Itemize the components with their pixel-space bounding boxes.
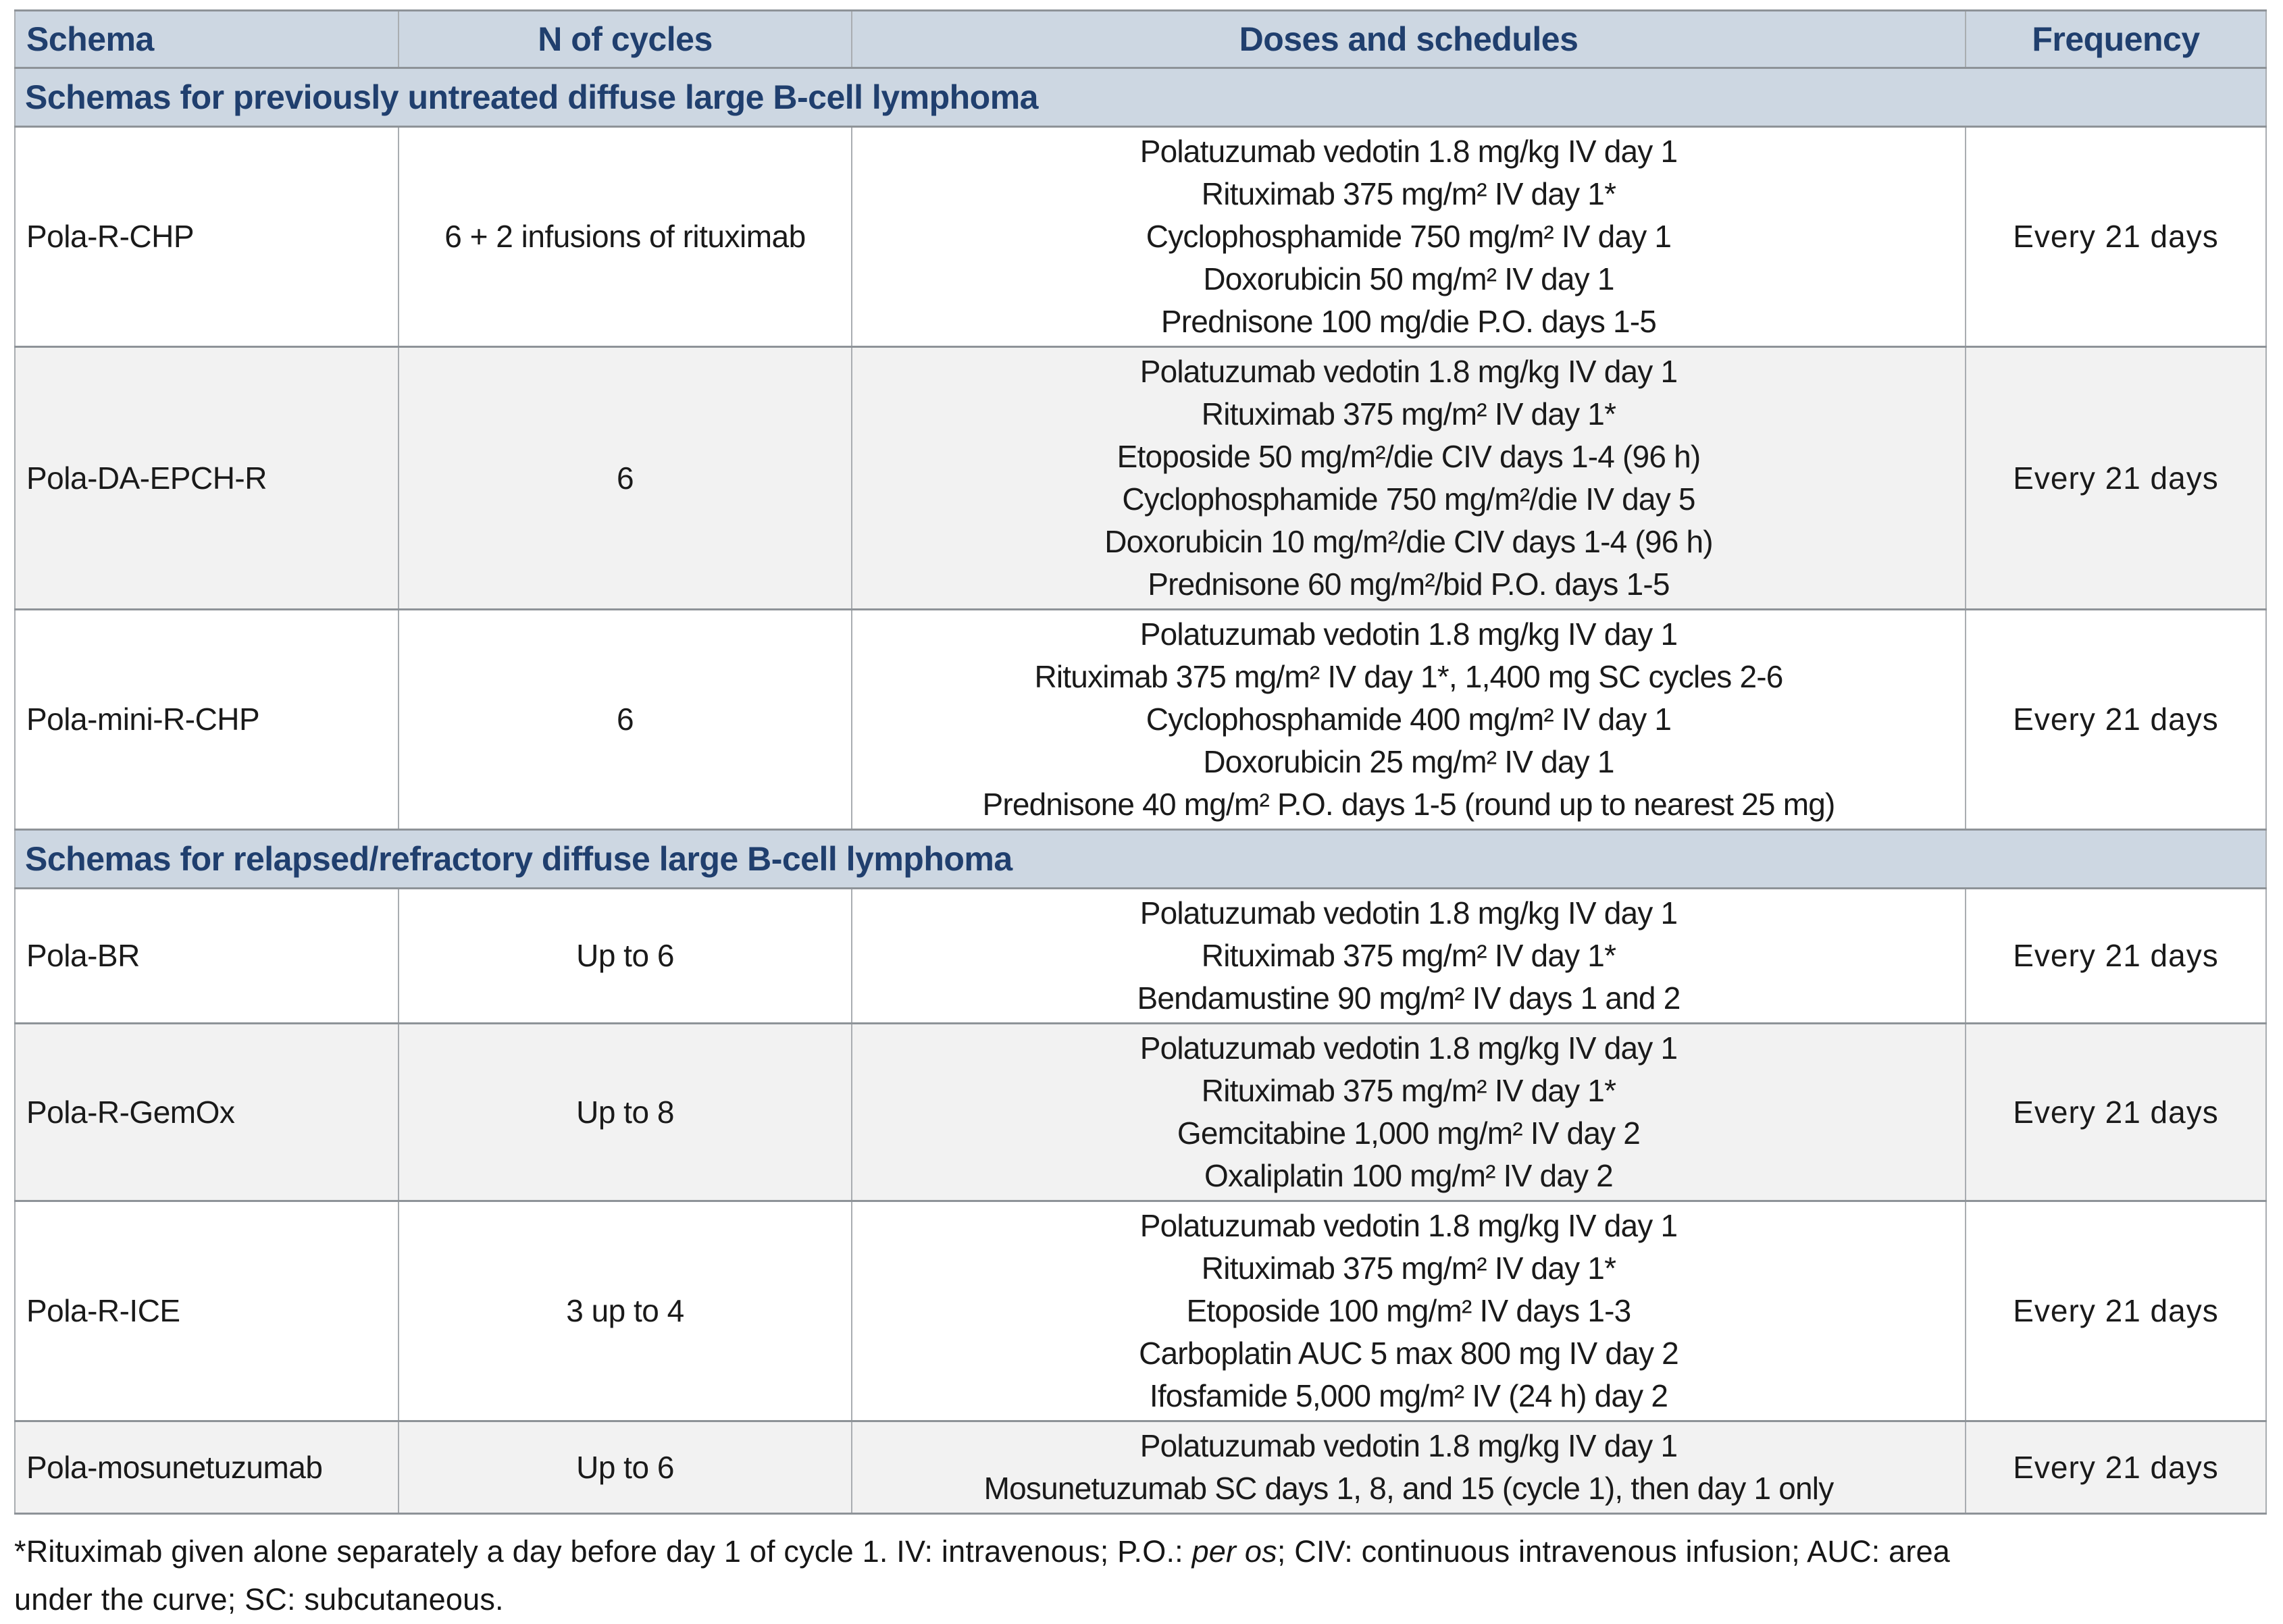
table-row: Pola-DA-EPCH-R 6 Polatuzumab vedotin 1.8 m… bbox=[14, 346, 2267, 610]
frequency-cell: Every 21 days bbox=[1965, 1200, 2267, 1422]
dose-line: Rituximab 375 mg/m² IV day 1* bbox=[1201, 1251, 1616, 1286]
dose-line: Bendamustine 90 mg/m² IV days 1 and 2 bbox=[1137, 980, 1681, 1016]
dose-line: Ifosfamide 5,000 mg/m² IV (24 h) day 2 bbox=[1149, 1378, 1668, 1413]
dose-line: Prednisone 100 mg/die P.O. days 1-5 bbox=[1160, 304, 1657, 339]
schema-cell: Pola-R-CHP bbox=[14, 126, 399, 348]
table-row: Pola-BR Up to 6 Polatuzumab vedotin 1.8 mg… bbox=[14, 887, 2267, 1024]
dose-line: Etoposide 50 mg/m²/die CIV days 1-4 (96 … bbox=[1117, 439, 1701, 474]
cycles-cell: Up to 6 bbox=[398, 1420, 852, 1515]
footnote-line-1: *Rituximab given alone separately a day … bbox=[14, 1527, 2274, 1575]
dose-line: Doxorubicin 50 mg/m² IV day 1 bbox=[1203, 261, 1614, 296]
cycles-cell: 6 bbox=[398, 608, 852, 831]
header-row: Schema N of cycles Doses and schedules F… bbox=[14, 9, 2267, 69]
col-header-cycles: N of cycles bbox=[398, 9, 852, 69]
dose-line: Cyclophosphamide 400 mg/m² IV day 1 bbox=[1146, 702, 1672, 737]
table-row: Pola-R-ICE 3 up to 4 Polatuzumab vedotin 1… bbox=[14, 1200, 2267, 1422]
schema-cell: Pola-mosunetuzumab bbox=[14, 1420, 399, 1515]
frequency-cell: Every 21 days bbox=[1965, 887, 2267, 1024]
section-row: Schemas for relapsed/refractory diffuse … bbox=[14, 829, 2267, 889]
doses-cell: Polatuzumab vedotin 1.8 mg/kg IV day 1 Mo… bbox=[851, 1420, 1966, 1515]
frequency-cell: Every 21 days bbox=[1965, 126, 2267, 348]
dose-line: Polatuzumab vedotin 1.8 mg/kg IV day 1 bbox=[1139, 1428, 1678, 1463]
col-header-doses: Doses and schedules bbox=[851, 9, 1966, 69]
dose-line: Polatuzumab vedotin 1.8 mg/kg IV day 1 bbox=[1139, 134, 1678, 169]
doses-cell: Polatuzumab vedotin 1.8 mg/kg IV day 1 Ri… bbox=[851, 126, 1966, 348]
schema-cell: Pola-R-GemOx bbox=[14, 1022, 399, 1202]
schema-cell: Pola-mini-R-CHP bbox=[14, 608, 399, 831]
section-row: Schemas for previously untreated diffuse… bbox=[14, 67, 2267, 128]
col-header-schema: Schema bbox=[14, 9, 399, 69]
frequency-cell: Every 21 days bbox=[1965, 1420, 2267, 1515]
dose-line: Oxaliplatin 100 mg/m² IV day 2 bbox=[1204, 1158, 1614, 1193]
dose-line: Rituximab 375 mg/m² IV day 1* bbox=[1201, 938, 1616, 973]
cycles-cell: Up to 6 bbox=[398, 887, 852, 1024]
dose-line: Polatuzumab vedotin 1.8 mg/kg IV day 1 bbox=[1139, 617, 1678, 652]
dose-line: Mosunetuzumab SC days 1, 8, and 15 (cycl… bbox=[983, 1471, 1835, 1506]
dose-line: Polatuzumab vedotin 1.8 mg/kg IV day 1 bbox=[1139, 895, 1678, 931]
frequency-cell: Every 21 days bbox=[1965, 608, 2267, 831]
schema-cell: Pola-R-ICE bbox=[14, 1200, 399, 1422]
table-row: Pola-mini-R-CHP 6 Polatuzumab vedotin 1.8 … bbox=[14, 608, 2267, 831]
footnote-text: ; CIV: continuous intravenous infusion; … bbox=[1277, 1534, 1951, 1569]
dose-line: Cyclophosphamide 750 mg/m²/die IV day 5 bbox=[1122, 481, 1695, 517]
cycles-cell: 6 + 2 infusions of rituximab bbox=[398, 126, 852, 348]
dose-line: Rituximab 375 mg/m² IV day 1* bbox=[1201, 176, 1616, 211]
frequency-cell: Every 21 days bbox=[1965, 346, 2267, 610]
doses-cell: Polatuzumab vedotin 1.8 mg/kg IV day 1 Ri… bbox=[851, 346, 1966, 610]
doses-cell: Polatuzumab vedotin 1.8 mg/kg IV day 1 Ri… bbox=[851, 1022, 1966, 1202]
dose-line: Rituximab 375 mg/m² IV day 1* bbox=[1201, 396, 1616, 431]
frequency-cell: Every 21 days bbox=[1965, 1022, 2267, 1202]
col-header-frequency: Frequency bbox=[1965, 9, 2267, 69]
footnote-line-2: under the curve; SC: subcutaneous. bbox=[14, 1582, 504, 1617]
schema-cell: Pola-BR bbox=[14, 887, 399, 1024]
dose-line: Polatuzumab vedotin 1.8 mg/kg IV day 1 bbox=[1139, 354, 1678, 389]
footnote: *Rituximab given alone separately a day … bbox=[14, 1527, 2274, 1623]
regimen-table: Schema N of cycles Doses and schedules F… bbox=[14, 9, 2267, 1515]
dose-line: Rituximab 375 mg/m² IV day 1* bbox=[1201, 1073, 1616, 1108]
dose-line: Gemcitabine 1,000 mg/m² IV day 2 bbox=[1177, 1116, 1641, 1151]
table-row: Pola-R-GemOx Up to 8 Polatuzumab vedotin 1… bbox=[14, 1022, 2267, 1202]
dose-line: Doxorubicin 25 mg/m² IV day 1 bbox=[1203, 744, 1614, 779]
dose-line: Etoposide 100 mg/m² IV days 1-3 bbox=[1186, 1293, 1632, 1328]
dose-line: Polatuzumab vedotin 1.8 mg/kg IV day 1 bbox=[1139, 1208, 1678, 1243]
dose-line: Carboplatin AUC 5 max 800 mg IV day 2 bbox=[1139, 1336, 1679, 1371]
section-header: Schemas for relapsed/refractory diffuse … bbox=[14, 829, 2267, 889]
table-row: Pola-R-CHP 6 + 2 infusions of rituximab Po… bbox=[14, 126, 2267, 348]
dose-line: Rituximab 375 mg/m² IV day 1*, 1,400 mg … bbox=[1034, 659, 1783, 694]
cycles-cell: 6 bbox=[398, 346, 852, 610]
dose-line: Cyclophosphamide 750 mg/m² IV day 1 bbox=[1146, 219, 1672, 254]
doses-cell: Polatuzumab vedotin 1.8 mg/kg IV day 1 Ri… bbox=[851, 887, 1966, 1024]
dose-line: Prednisone 60 mg/m²/bid P.O. days 1-5 bbox=[1148, 567, 1670, 602]
dose-line: Polatuzumab vedotin 1.8 mg/kg IV day 1 bbox=[1139, 1030, 1678, 1066]
schema-cell: Pola-DA-EPCH-R bbox=[14, 346, 399, 610]
cycles-cell: Up to 8 bbox=[398, 1022, 852, 1202]
doses-cell: Polatuzumab vedotin 1.8 mg/kg IV day 1 Ri… bbox=[851, 1200, 1966, 1422]
table-row: Pola-mosunetuzumab Up to 6 Polatuzumab ved… bbox=[14, 1420, 2267, 1515]
footnote-text: *Rituximab given alone separately a day … bbox=[14, 1534, 1192, 1569]
cycles-cell: 3 up to 4 bbox=[398, 1200, 852, 1422]
section-header: Schemas for previously untreated diffuse… bbox=[14, 67, 2267, 128]
dose-line: Doxorubicin 10 mg/m²/die CIV days 1-4 (9… bbox=[1104, 524, 1713, 559]
dose-line: Prednisone 40 mg/m² P.O. days 1-5 (round… bbox=[982, 787, 1835, 822]
footnote-italic-text: per os bbox=[1191, 1534, 1277, 1569]
doses-cell: Polatuzumab vedotin 1.8 mg/kg IV day 1 Ri… bbox=[851, 608, 1966, 831]
